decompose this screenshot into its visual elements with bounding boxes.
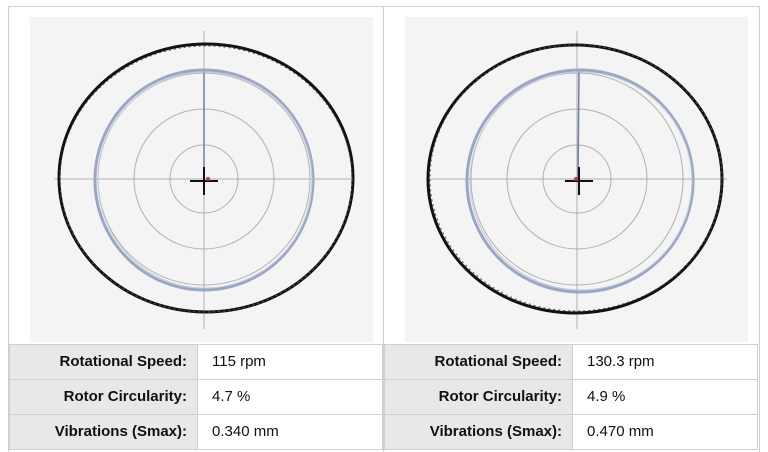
stat-value: 4.9 % (572, 379, 758, 415)
stat-label: Rotational Speed: (384, 344, 572, 380)
center-offset-marker (206, 177, 210, 181)
stat-value: 130.3 rpm (572, 344, 758, 380)
stat-label: Rotational Speed: (9, 344, 197, 380)
polar-plot-right-svg (405, 17, 748, 342)
polar-plot-left-svg (30, 17, 373, 342)
stat-row-rotor-circularity: Rotor Circularity: 4.7 % (9, 379, 383, 415)
stat-label: Vibrations (Smax): (9, 414, 197, 450)
inner-circularity-trace-noise (97, 71, 313, 289)
outer-rotor-ring-noise (429, 44, 723, 312)
stat-row-vibrations: Vibrations (Smax): 0.470 mm (384, 414, 758, 450)
center-offset-marker (574, 177, 578, 181)
stat-value: 115 rpm (197, 344, 383, 380)
stat-row-rotor-circularity: Rotor Circularity: 4.9 % (384, 379, 758, 415)
results-frame (8, 6, 760, 452)
stat-row-vibrations: Vibrations (Smax): 0.340 mm (9, 414, 383, 450)
inner-circularity-trace (93, 68, 315, 292)
vibration-vector (577, 68, 580, 180)
center-crosshair (565, 167, 593, 195)
center-crosshair (190, 167, 218, 195)
panel-divider (383, 6, 384, 452)
stat-value: 0.470 mm (572, 414, 758, 450)
stat-value: 4.7 % (197, 379, 383, 415)
stat-label: Rotor Circularity: (384, 379, 572, 415)
outer-rotor-ring-noise (59, 45, 353, 313)
stat-label: Vibrations (Smax): (384, 414, 572, 450)
stat-row-rotational-speed: Rotational Speed: 130.3 rpm (384, 344, 758, 380)
stat-value: 0.340 mm (197, 414, 383, 450)
polar-plot-left (18, 9, 373, 342)
polar-plot-right (393, 9, 748, 342)
inner-circularity-trace-noise (469, 71, 693, 291)
stat-row-rotational-speed: Rotational Speed: 115 rpm (9, 344, 383, 380)
stat-label: Rotor Circularity: (9, 379, 197, 415)
inner-circularity-trace (465, 68, 695, 294)
outer-rotor-ring (57, 42, 355, 314)
